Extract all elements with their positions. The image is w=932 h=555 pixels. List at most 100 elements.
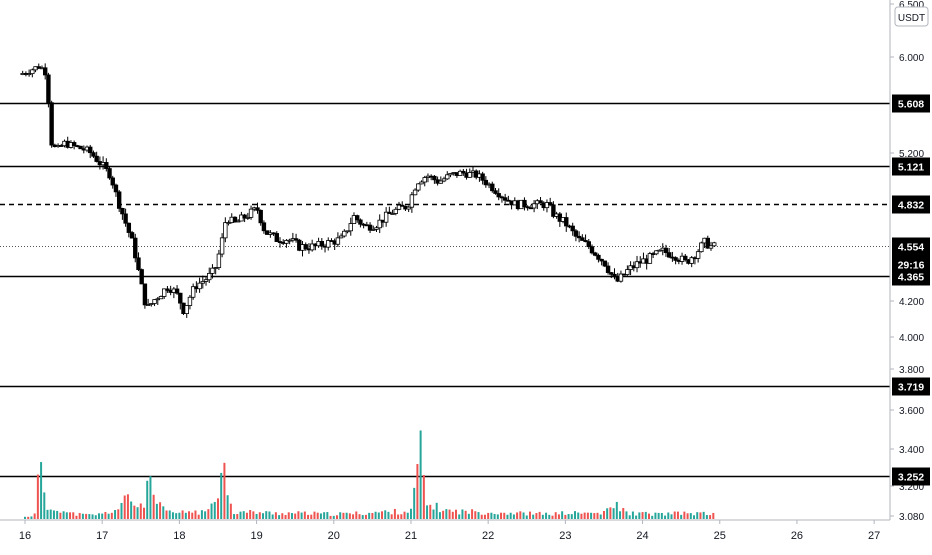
- volume-bar: [561, 511, 564, 519]
- volume-bar: [332, 515, 335, 519]
- candle-body: [210, 267, 215, 274]
- candle-body: [358, 219, 363, 225]
- candle-body: [110, 177, 115, 186]
- volume-bar: [467, 513, 470, 519]
- candle: [412, 188, 418, 196]
- candle: [149, 303, 154, 307]
- candle: [712, 241, 717, 247]
- volume-bar: [702, 511, 705, 519]
- candle: [461, 168, 466, 176]
- candle-body: [258, 209, 263, 224]
- candle-body: [663, 247, 669, 254]
- candle: [261, 220, 267, 234]
- candle-body: [406, 206, 411, 210]
- volume-bar: [114, 510, 117, 519]
- candle: [583, 234, 588, 243]
- volume-bar: [40, 462, 43, 519]
- candle-body: [248, 208, 254, 218]
- volume-bar: [554, 512, 557, 519]
- candle: [255, 202, 260, 214]
- candle: [26, 69, 32, 77]
- candle: [46, 72, 51, 108]
- price-axis[interactable]: 3.080 3.200 3.400 3.600 3.800 4.000 4.200 5.200…: [889, 0, 932, 523]
- volume-bar: [75, 515, 78, 519]
- candle-body: [219, 237, 225, 255]
- candle-body: [42, 67, 48, 76]
- candle: [400, 201, 405, 207]
- level-price-tag: [892, 157, 930, 176]
- volume-bar: [101, 513, 104, 519]
- candle: [219, 233, 225, 258]
- candlesticks: [20, 63, 717, 318]
- candle: [210, 264, 215, 279]
- candle-body: [708, 245, 714, 249]
- candle-body: [583, 240, 588, 243]
- level-price-label: 4.832: [898, 200, 924, 212]
- candle: [116, 189, 122, 212]
- candle: [235, 219, 241, 223]
- volume-bar: [81, 513, 84, 519]
- volume-bar: [435, 502, 438, 519]
- volume-bar: [631, 511, 634, 519]
- volume-bar: [519, 511, 522, 519]
- volume-bar: [159, 502, 162, 519]
- volume-bar: [641, 512, 644, 519]
- candle-body: [374, 227, 379, 230]
- candle: [564, 212, 569, 232]
- volume-bar: [609, 507, 612, 519]
- candle-body: [657, 249, 662, 252]
- volume-bar: [207, 509, 210, 519]
- volume-bar: [342, 512, 345, 519]
- volume-bar: [471, 509, 474, 519]
- x-tick-label: 23: [559, 530, 571, 542]
- candle: [406, 205, 411, 213]
- candle: [441, 176, 447, 183]
- volume-bar: [262, 513, 265, 519]
- candle-body: [522, 199, 527, 208]
- volume-bar: [233, 514, 236, 519]
- y-tick-label: 6.500: [899, 0, 924, 11]
- level-price-tag: [892, 195, 930, 214]
- currency-badge[interactable]: USDT: [894, 6, 929, 27]
- time-axis[interactable]: 16 17 18 19 20 21 22 23 24 25 26 27: [0, 519, 890, 542]
- candle: [708, 241, 714, 251]
- candle-body: [348, 223, 353, 232]
- candle-body: [712, 242, 717, 247]
- candle-body: [683, 255, 688, 261]
- volume-bar: [313, 511, 316, 519]
- candle-body: [490, 183, 495, 192]
- candle-body: [152, 299, 157, 304]
- volume-bar: [651, 515, 654, 519]
- volume-bar: [664, 515, 667, 519]
- volume-bar: [525, 515, 528, 519]
- volume-bar: [255, 513, 258, 519]
- volume-bar: [213, 501, 216, 519]
- candle: [190, 283, 196, 300]
- candle: [287, 238, 292, 245]
- candle: [139, 268, 144, 285]
- candle-body: [538, 200, 543, 204]
- volume-bar: [409, 508, 412, 519]
- volume-bar: [516, 512, 519, 519]
- volume-bar: [97, 513, 100, 519]
- volume-bar: [593, 513, 596, 519]
- candle: [467, 168, 472, 178]
- candle-body: [174, 288, 180, 294]
- volume-bar: [78, 513, 81, 519]
- candle: [599, 258, 604, 266]
- candle-body: [293, 238, 299, 241]
- volume-bar: [599, 514, 602, 519]
- volume-bar: [149, 476, 152, 519]
- candle-body: [178, 292, 183, 304]
- volume-bar: [429, 504, 432, 519]
- candle-body: [689, 257, 694, 264]
- candle: [129, 230, 135, 239]
- candle: [309, 239, 315, 252]
- volume-bar: [432, 509, 435, 519]
- volume-bar: [49, 509, 52, 519]
- candle-body: [493, 190, 498, 194]
- volume-bar: [532, 514, 535, 519]
- candle-body: [480, 173, 485, 181]
